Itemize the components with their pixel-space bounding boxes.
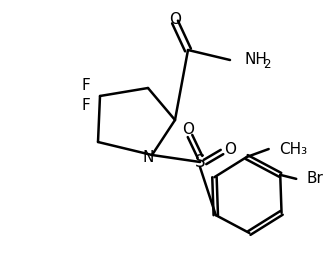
Text: F: F <box>82 99 90 113</box>
Text: S: S <box>195 153 205 171</box>
Text: Br: Br <box>306 171 323 186</box>
Text: CH₃: CH₃ <box>279 142 307 156</box>
Text: N: N <box>142 150 154 165</box>
Text: F: F <box>82 79 90 93</box>
Text: 2: 2 <box>263 58 271 70</box>
Text: NH: NH <box>244 52 267 68</box>
Text: O: O <box>224 143 236 157</box>
Text: O: O <box>169 13 181 27</box>
Text: O: O <box>182 123 194 137</box>
